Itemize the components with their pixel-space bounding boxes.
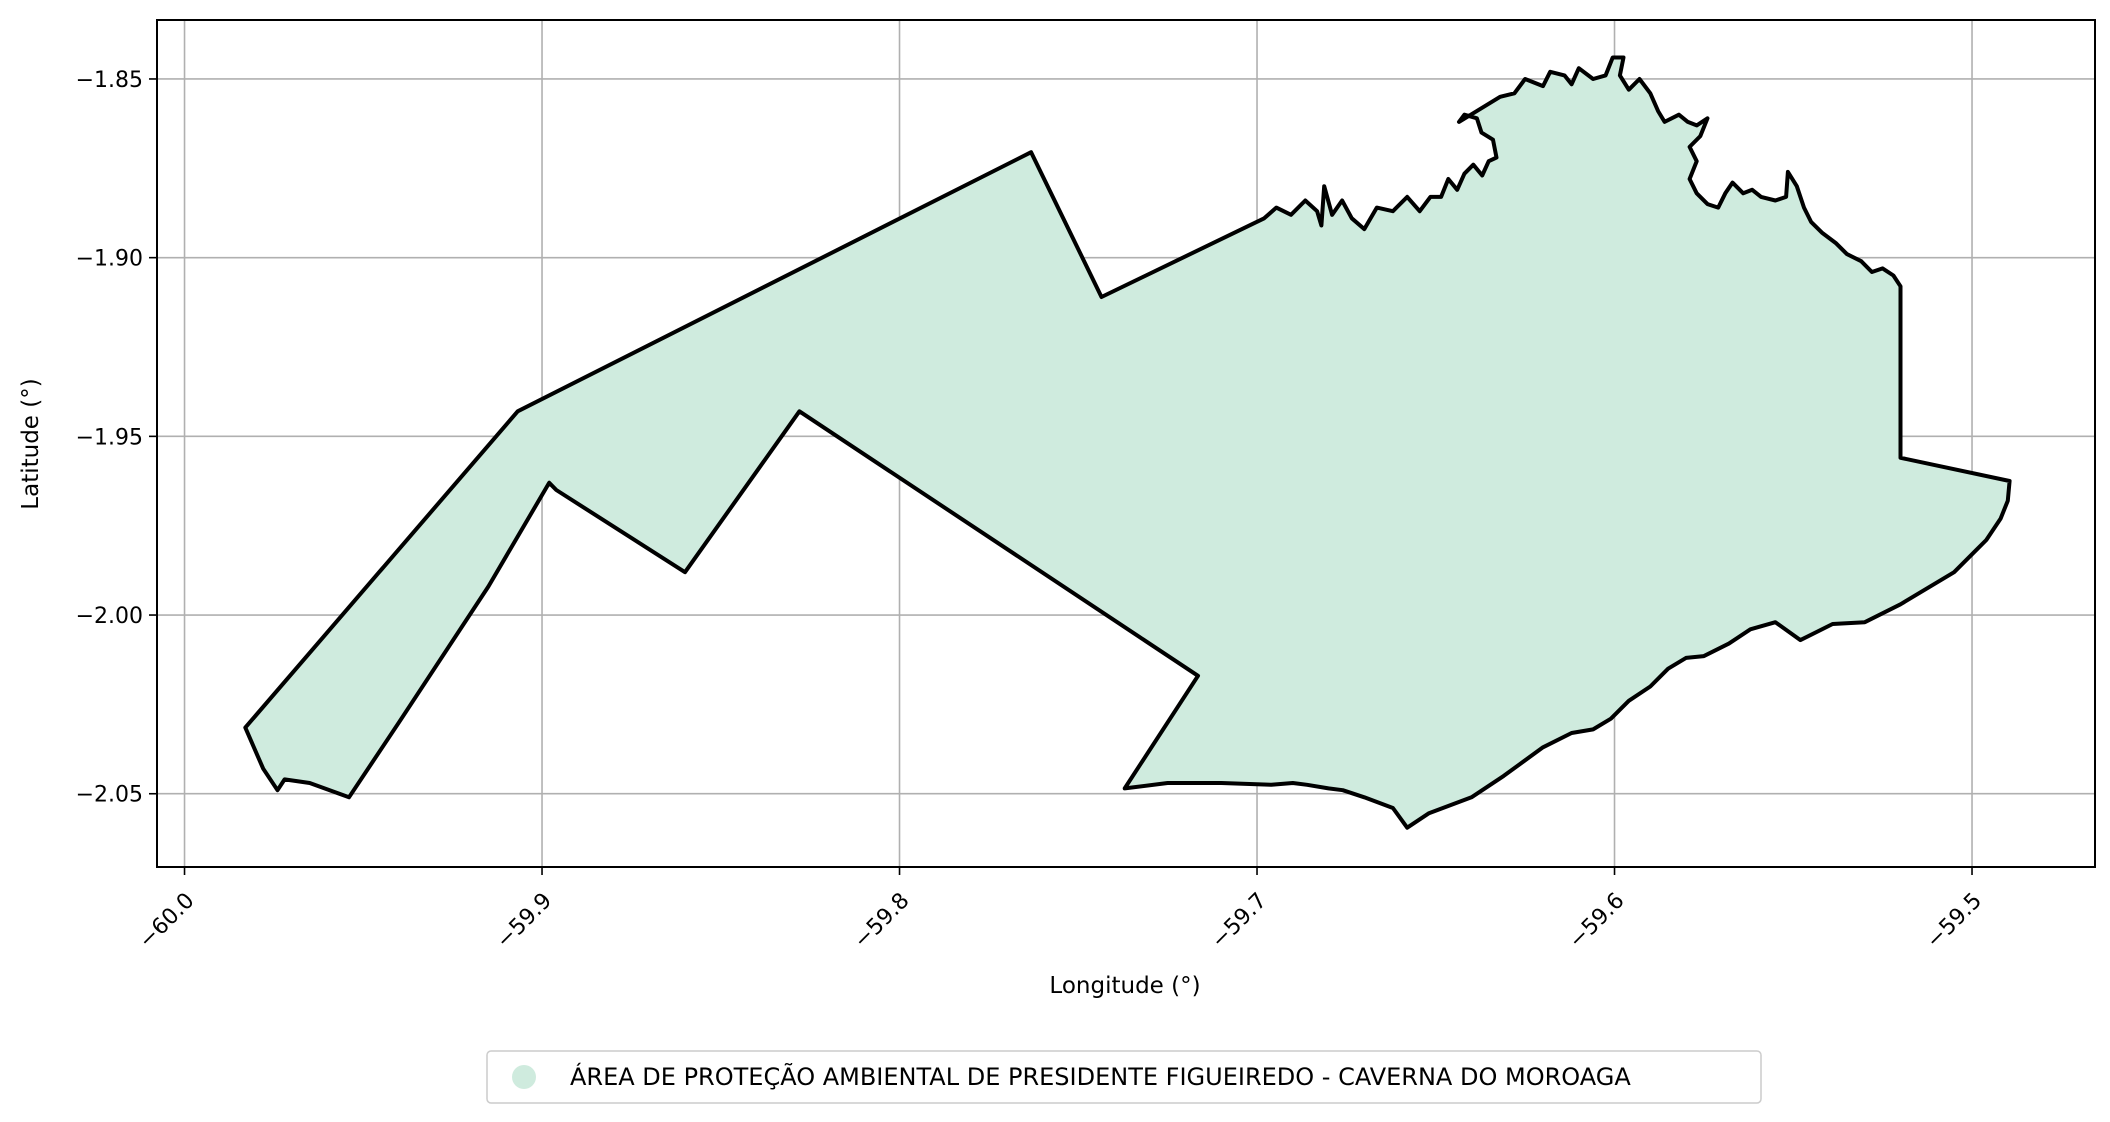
- legend-entry-label: ÁREA DE PROTEÇÃO AMBIENTAL DE PRESIDENTE…: [570, 1061, 1631, 1091]
- y-tick-label: −1.90: [76, 247, 143, 272]
- y-tick-label: −2.05: [76, 783, 143, 808]
- y-axis-title: Latitude (°): [18, 378, 44, 509]
- axes-frame: [156, 19, 2096, 868]
- x-axis-title: Longitude (°): [1049, 973, 1200, 999]
- y-tick-label: −1.85: [76, 68, 143, 93]
- plot-area: [149, 19, 2096, 875]
- tick-marks: [149, 78, 1973, 875]
- protected-area-polygon: [243, 55, 2012, 830]
- legend-marker-swatch: [512, 1065, 536, 1089]
- y-tick-labels: −1.85 −1.90 −1.95 −2.00 −2.05: [76, 68, 143, 808]
- legend-box: [486, 1050, 1762, 1104]
- legend: ÁREA DE PROTEÇÃO AMBIENTAL DE PRESIDENTE…: [486, 1050, 1762, 1104]
- y-tick-label: −2.00: [76, 604, 143, 629]
- y-tick-label: −1.95: [76, 425, 143, 450]
